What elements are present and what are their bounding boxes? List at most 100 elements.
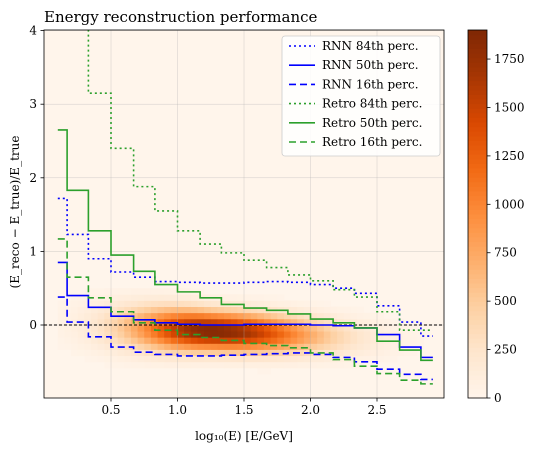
heatmap-cell xyxy=(410,331,418,338)
heatmap-cell xyxy=(257,355,265,363)
heatmap-cell xyxy=(157,331,165,338)
heatmap-cell xyxy=(104,343,112,350)
heatmap-cell xyxy=(270,331,278,338)
heatmap-cell xyxy=(323,337,331,344)
colorbar-segment xyxy=(468,66,487,72)
heatmap-cell xyxy=(290,318,298,326)
heatmap-cell xyxy=(71,343,79,350)
heatmap-cell xyxy=(224,312,232,320)
heatmap-cell xyxy=(363,349,371,357)
heatmap-cell xyxy=(210,325,218,332)
heatmap-cell xyxy=(250,318,258,326)
colorbar-segment xyxy=(468,135,487,141)
heatmap-cell xyxy=(190,312,198,320)
heatmap-cell xyxy=(157,300,165,307)
heatmap-cell xyxy=(297,312,305,320)
series-line-5 xyxy=(57,238,433,385)
heatmap-cell xyxy=(297,337,305,344)
heatmap-cell xyxy=(303,331,311,338)
heatmap-cell xyxy=(250,343,258,350)
x-tick-label: 2.0 xyxy=(301,403,320,417)
heatmap-cell xyxy=(104,300,112,307)
heatmap-cell xyxy=(317,312,325,320)
colorbar-segment xyxy=(468,200,487,206)
heatmap-cell xyxy=(137,294,145,301)
heatmap-cell xyxy=(130,349,138,357)
colorbar-segment xyxy=(468,214,487,220)
heatmap-cell xyxy=(71,331,79,338)
heatmap-cell xyxy=(144,312,152,320)
heatmap-cell xyxy=(257,294,265,301)
heatmap-cell xyxy=(377,325,385,332)
heatmap-cell xyxy=(257,343,265,350)
heatmap-cell xyxy=(337,349,345,357)
heatmap-cell xyxy=(317,361,325,369)
heatmap-cell xyxy=(157,349,165,357)
heatmap-cell xyxy=(164,331,172,338)
heatmap-cell xyxy=(104,325,112,332)
heatmap-cell xyxy=(124,355,132,363)
y-tick-label: 1 xyxy=(29,244,37,258)
heatmap-cell xyxy=(144,325,152,332)
heatmap-cell xyxy=(224,355,232,363)
heatmap-cell xyxy=(277,312,285,320)
heatmap-cell xyxy=(277,343,285,350)
heatmap-cell xyxy=(144,343,152,350)
heatmap-cell xyxy=(263,355,271,363)
heatmap-cell xyxy=(343,343,351,350)
heatmap-cell xyxy=(204,355,212,363)
heatmap-cell xyxy=(177,306,185,314)
heatmap-cell xyxy=(357,306,365,314)
heatmap-cell xyxy=(230,349,238,357)
heatmap-cell xyxy=(197,343,205,350)
heatmap-cell xyxy=(363,312,371,320)
heatmap-cell xyxy=(317,300,325,307)
heatmap-cell xyxy=(170,300,178,307)
colorbar-segment xyxy=(468,352,487,358)
heatmap-cell xyxy=(290,331,298,338)
colorbar-segment xyxy=(468,149,487,155)
heatmap-cell xyxy=(303,312,311,320)
colorbar-segment xyxy=(468,370,487,376)
heatmap-cell xyxy=(337,325,345,332)
heatmap-cell xyxy=(257,300,265,307)
heatmap-cell xyxy=(363,337,371,344)
heatmap-cell xyxy=(230,325,238,332)
heatmap-cell xyxy=(57,300,65,307)
heatmap-cell xyxy=(283,300,291,307)
colorbar-segment xyxy=(468,85,487,91)
colorbar-segment xyxy=(468,89,487,95)
heatmap-cell xyxy=(124,361,132,369)
heatmap-cell xyxy=(130,355,138,363)
heatmap-cell xyxy=(323,361,331,369)
heatmap-cell xyxy=(257,318,265,326)
heatmap-cell xyxy=(144,294,152,301)
heatmap-cell xyxy=(310,318,318,326)
heatmap-cell xyxy=(317,343,325,350)
heatmap-cell xyxy=(337,306,345,314)
heatmap-cell xyxy=(57,312,65,320)
heatmap-cell xyxy=(410,337,418,344)
heatmap-cell xyxy=(184,343,192,350)
colorbar-segment xyxy=(468,80,487,86)
heatmap-cell xyxy=(283,337,291,344)
heatmap-cell xyxy=(310,306,318,314)
heatmap-cell xyxy=(363,331,371,338)
colorbar-tick-label: 500 xyxy=(494,294,517,308)
heatmap-cell xyxy=(64,325,72,332)
heatmap-cell xyxy=(263,318,271,326)
heatmap-cell xyxy=(330,343,338,350)
heatmap-cell xyxy=(150,349,158,357)
heatmap-cell xyxy=(97,312,105,320)
heatmap-cell xyxy=(283,325,291,332)
heatmap-cell xyxy=(343,349,351,357)
heatmap-cell xyxy=(197,355,205,363)
heatmap-cell xyxy=(177,331,185,338)
heatmap-cell xyxy=(244,355,252,363)
heatmap-cell xyxy=(104,337,112,344)
heatmap-cell xyxy=(290,325,298,332)
colorbar-segment xyxy=(468,301,487,307)
heatmap-cell xyxy=(71,306,79,314)
colorbar-segment xyxy=(468,292,487,298)
y-axis-label: (E_reco − E_true)/E_true xyxy=(8,136,22,289)
